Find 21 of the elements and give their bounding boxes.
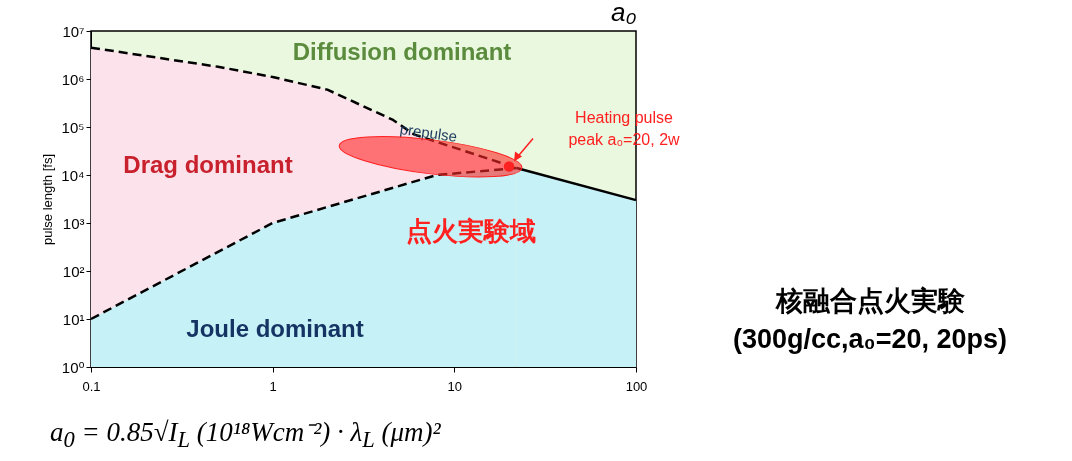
annotation: prepulse — [398, 120, 459, 145]
x-tick-label: 100 — [625, 378, 648, 394]
y-tick-label: 10⁴ — [61, 166, 85, 184]
annotation: Drag dominant — [123, 151, 293, 179]
x-tick-label: 10 — [447, 378, 463, 394]
y-tick-label: 10⁵ — [61, 118, 85, 136]
annotation: Joule dominant — [186, 315, 364, 343]
y-tick-label: 10³ — [62, 214, 85, 232]
y-axis-title: pulse length [fs] — [40, 153, 56, 246]
text: 核融合点火実験 (300g/cc,a₀=20, 20ps) — [732, 285, 1008, 356]
y-tick-label: 10⁰ — [61, 358, 85, 376]
y-tick-label: 10² — [62, 262, 85, 280]
x-axis-title: a₀ — [611, 0, 637, 27]
text: a$_{0}$ = 0.85√I$_{L}$ (10¹⁸Wcm⁻²) · λ$_{L}$ (μm)² — [50, 416, 441, 454]
x-tick-label: 0.1 — [82, 378, 101, 394]
y-tick-label: 10⁷ — [62, 22, 85, 40]
y-tick-label: 10⁶ — [61, 70, 85, 88]
annotation: 点火実験域 — [406, 214, 536, 248]
annotation: Diffusion dominant — [292, 38, 512, 66]
x-tick-label: 1 — [269, 378, 277, 394]
y-tick-label: 10¹ — [62, 310, 85, 328]
